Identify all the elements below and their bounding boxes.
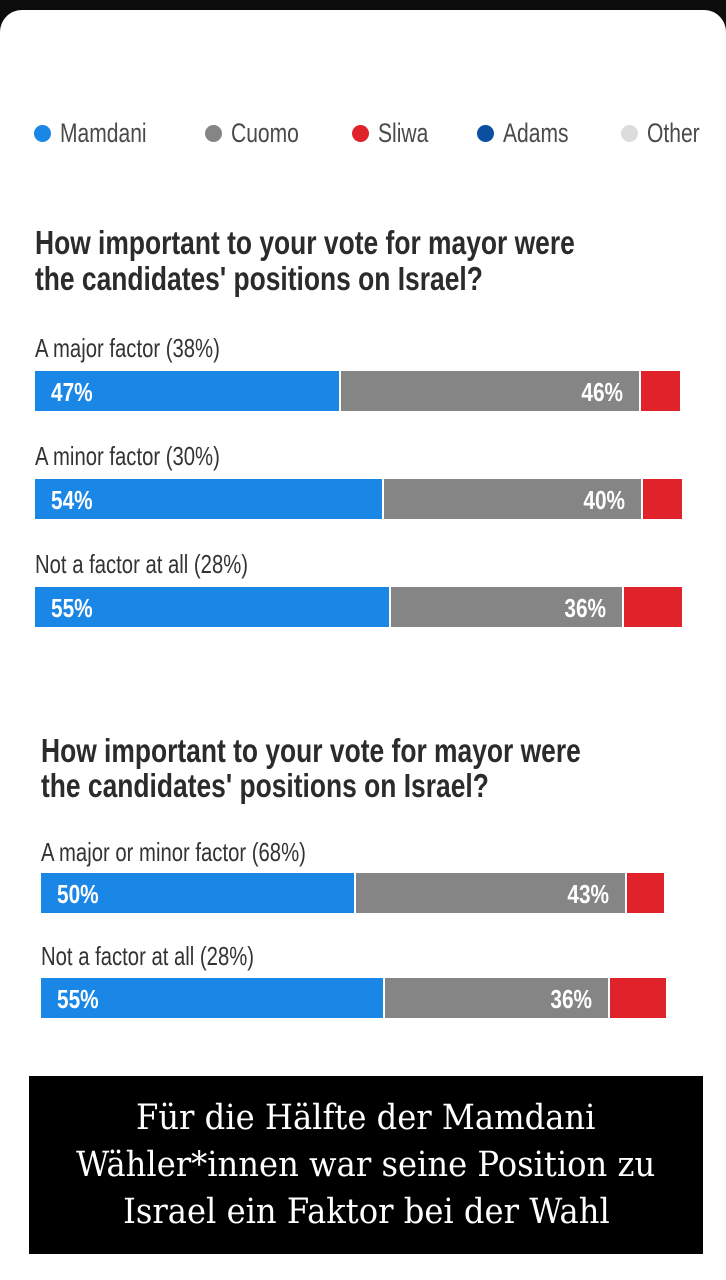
chart-2-bar-row: 55% 36% bbox=[41, 978, 666, 1018]
bar-segment-sliwa bbox=[610, 978, 666, 1018]
bar-segment-mamdani bbox=[41, 873, 354, 913]
legend-swatch-adams bbox=[476, 125, 494, 142]
caption-line-1: Für die Hälfte der Mamdani bbox=[136, 1097, 596, 1138]
bar-segment-sliwa bbox=[643, 479, 682, 519]
legend-swatch-sliwa bbox=[352, 125, 370, 142]
chart-2-title-line-2: the candidates' positions on Israel? bbox=[41, 767, 489, 804]
bar-segment-cuomo bbox=[341, 371, 639, 411]
chart-1-row-label: A minor factor (30%) bbox=[35, 441, 220, 471]
chart-1-title-line-1: How important to your vote for mayor wer… bbox=[35, 224, 575, 261]
chart-1-row-label: A major factor (38%) bbox=[35, 333, 220, 363]
bar-value-label-mamdani: 50% bbox=[57, 879, 99, 909]
chart-1-title-line-2: the candidates' positions on Israel? bbox=[35, 260, 483, 297]
legend-label-other: Other bbox=[646, 118, 700, 148]
bar-segment-sliwa bbox=[641, 371, 680, 411]
bar-segment-cuomo bbox=[356, 873, 625, 913]
bar-segment-cuomo bbox=[385, 978, 608, 1018]
legend: Mamdani Cuomo Sliwa Adams Other bbox=[34, 118, 726, 149]
bar-segment-mamdani bbox=[41, 978, 383, 1018]
legend-item-mamdani: Mamdani bbox=[34, 118, 171, 149]
bar-value-label-mamdani: 47% bbox=[51, 377, 93, 407]
bar-value-label-cuomo: 36% bbox=[564, 593, 606, 623]
legend-swatch-mamdani bbox=[34, 125, 51, 142]
legend-item-cuomo: Cuomo bbox=[205, 118, 318, 149]
bar-segment-mamdani bbox=[35, 479, 382, 519]
bar-segment-sliwa bbox=[627, 873, 664, 913]
bar-value-label-mamdani: 55% bbox=[57, 984, 99, 1014]
legend-swatch-other bbox=[620, 125, 638, 142]
bar-value-label-cuomo: 40% bbox=[583, 485, 625, 515]
legend-item-other: Other bbox=[620, 118, 715, 149]
chart-2-row-label: A major or minor factor (68%) bbox=[41, 837, 306, 867]
bar-value-label-mamdani: 55% bbox=[51, 593, 93, 623]
chart-card bbox=[0, 10, 726, 1280]
bar-segment-cuomo bbox=[391, 587, 622, 627]
legend-label-adams: Adams bbox=[502, 118, 569, 148]
caption-line-2: Wähler*innen war seine Position zu bbox=[76, 1144, 656, 1185]
legend-swatch-cuomo bbox=[205, 125, 223, 142]
bar-value-label-cuomo: 46% bbox=[581, 377, 623, 407]
chart-1-bar-row: 55% 36% bbox=[35, 587, 682, 627]
bar-segment-mamdani bbox=[35, 587, 389, 627]
bar-segment-mamdani bbox=[35, 371, 339, 411]
chart-1-bar-row: 54% 40% bbox=[35, 479, 682, 519]
chart-1-row-label: Not a factor at all (28%) bbox=[35, 549, 249, 579]
bar-value-label-mamdani: 54% bbox=[51, 485, 93, 515]
bar-segment-cuomo bbox=[384, 479, 641, 519]
chart-1-bar-row: 47% 46% bbox=[35, 371, 680, 411]
legend-label-cuomo: Cuomo bbox=[231, 118, 299, 148]
bar-value-label-cuomo: 43% bbox=[567, 879, 609, 909]
bar-segment-sliwa bbox=[624, 587, 682, 627]
legend-label-sliwa: Sliwa bbox=[378, 118, 429, 148]
chart-2-title-line-1: How important to your vote for mayor wer… bbox=[41, 732, 581, 769]
caption-line-3: Israel ein Faktor bei der Wahl bbox=[122, 1191, 610, 1232]
chart-2-row-label: Not a factor at all (28%) bbox=[41, 941, 255, 971]
legend-item-sliwa: Sliwa bbox=[352, 118, 443, 149]
legend-item-adams: Adams bbox=[476, 118, 587, 149]
bar-value-label-cuomo: 36% bbox=[550, 984, 592, 1014]
chart-2-bar-row: 50% 43% bbox=[41, 873, 664, 913]
legend-label-mamdani: Mamdani bbox=[60, 118, 147, 148]
caption-box: Für die Hälfte der Mamdani Wähler*innen … bbox=[29, 1076, 703, 1254]
